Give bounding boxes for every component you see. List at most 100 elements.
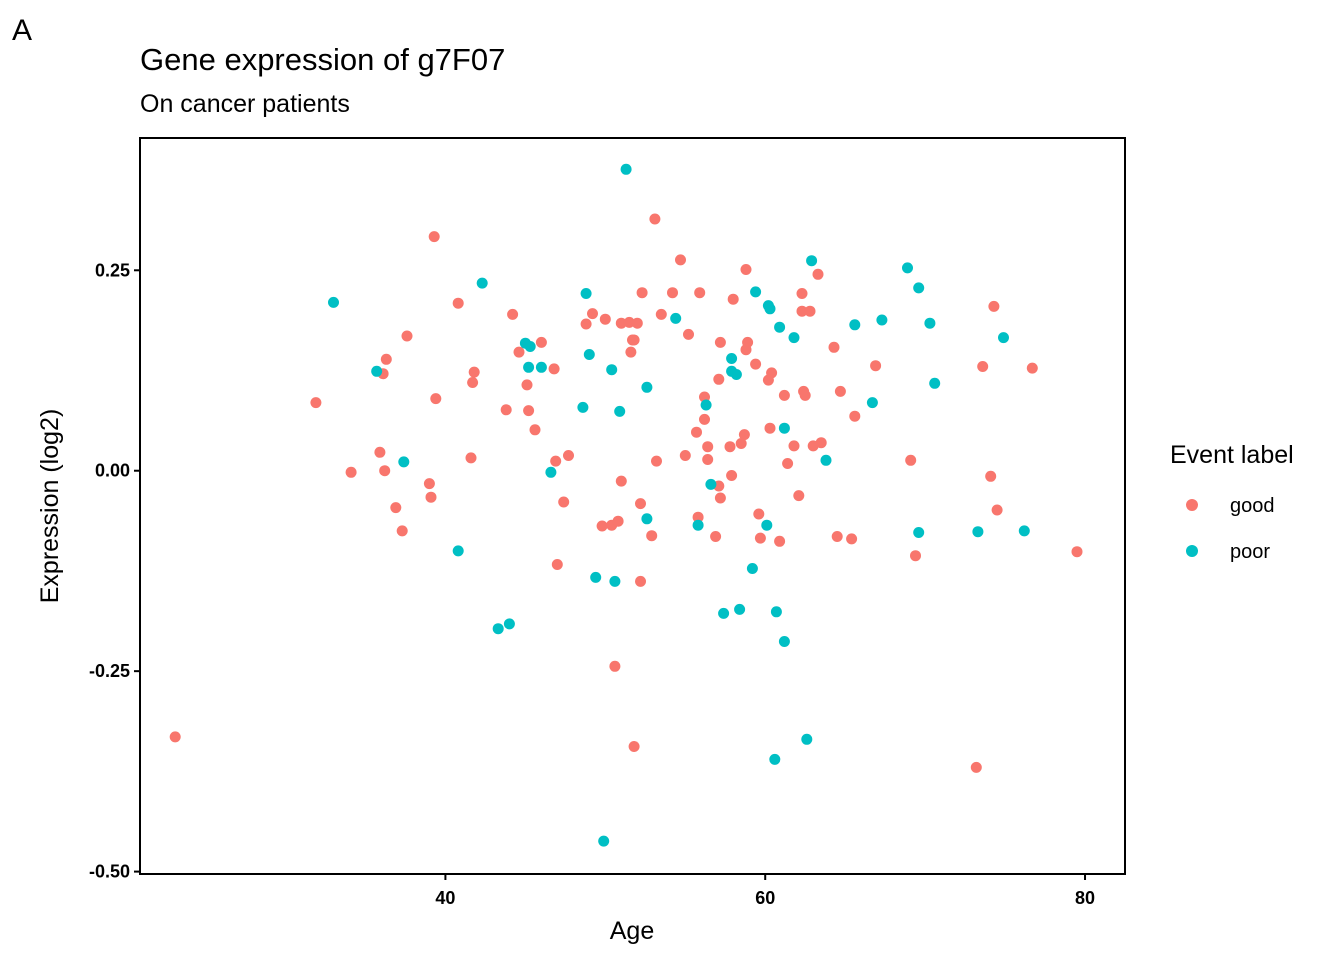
data-point-good [529,424,541,436]
data-point-good [615,475,627,487]
data-point-poor [913,527,925,538]
data-point-poor [492,623,504,635]
data-point-good [812,268,824,280]
data-point-good [649,213,661,225]
data-point-poor [778,422,790,434]
data-point-good [870,360,882,372]
data-point-poor [606,364,618,376]
legend-key-good [1186,499,1198,511]
data-point-good [635,498,646,510]
data-point-good [655,308,667,320]
data-point-good [430,393,442,405]
data-point-good [612,515,624,527]
data-point-good [596,520,608,532]
data-point-good [550,455,562,467]
panel-tag: A [12,14,33,47]
data-point-good [558,496,570,508]
data-point-good [310,397,322,409]
data-point-good [782,458,794,469]
data-point-poor [726,353,738,364]
data-point-poor [750,286,762,298]
data-point-poor [769,753,781,765]
data-point-poor [866,397,878,409]
data-point-poor [476,277,488,289]
data-point-poor [924,317,936,329]
data-point-good [625,346,637,358]
chart-title: Gene expression of g7F07 [140,42,506,77]
data-point-poor [614,405,626,417]
data-point-good [467,377,479,388]
data-point-good [1026,362,1038,374]
data-point-good [628,741,640,752]
data-point-poor [598,835,610,847]
plot-panel-border [139,137,1126,875]
data-point-good [423,478,435,490]
data-point-good [169,731,181,743]
data-point-good [631,317,643,329]
data-point-good [513,346,525,358]
data-point-good [834,385,846,397]
data-point-good [815,437,827,449]
data-point-good [774,535,786,547]
data-point-good [977,361,989,372]
data-point-good [425,491,437,503]
data-point-good [831,531,843,542]
data-point-good [778,389,790,401]
x-tick-label: 80 [1075,888,1095,908]
data-point-poor [801,733,813,745]
data-point-poor [524,341,536,352]
data-point-good [646,530,658,542]
chart-subtitle: On cancer patients [140,90,350,118]
data-point-good [675,254,686,266]
data-point-poor [929,377,941,389]
data-point-good [910,550,921,562]
data-point-good [766,367,778,379]
x-tick-label: 40 [435,888,455,908]
legend-label-good: good [1230,495,1275,517]
legend-label-poor: poor [1230,541,1270,563]
data-point-good [846,533,858,545]
data-point-poor [972,526,984,538]
data-point-good [804,305,816,317]
y-tick-label: 0.00 [95,461,130,481]
data-point-good [628,334,640,346]
data-point-poor [452,545,464,557]
legend-key-poor [1186,545,1198,557]
data-point-poor [718,607,730,619]
data-point-poor [535,361,547,373]
data-point-good [713,373,725,385]
axes-layer: 40 60 80 -0.50 -0.25 0.00 0.25 [89,260,1095,908]
data-point-good [679,450,691,461]
data-point-poor [1018,525,1030,537]
data-point-poor [902,262,913,274]
data-point-good [580,318,592,330]
data-point-good [754,532,766,544]
data-point-good [970,761,982,773]
data-point-poor [806,255,818,267]
data-point-poor [913,282,925,294]
data-point-poor [849,319,861,331]
data-point-good [548,363,560,375]
data-point-poor [590,571,602,583]
data-point-good [742,336,754,348]
data-point-good [465,452,477,464]
data-point-good [587,308,598,320]
data-point-good [521,379,533,391]
x-tick-label: 60 [755,888,775,908]
data-point-poor [398,456,410,468]
data-point-good [740,264,752,275]
data-point-poor [774,321,786,333]
data-point-poor [770,606,782,618]
data-point-good [905,454,917,466]
data-point-poor [641,513,653,525]
data-point-good [651,455,662,467]
data-point-good [849,410,861,422]
data-point-poor [580,288,592,299]
data-point-good [793,490,805,502]
data-point-good [599,313,611,325]
data-point-good [500,404,512,416]
data-point-poor [503,618,515,630]
data-point-good [735,438,747,449]
data-point-good [523,405,535,417]
data-point-good [379,465,391,477]
